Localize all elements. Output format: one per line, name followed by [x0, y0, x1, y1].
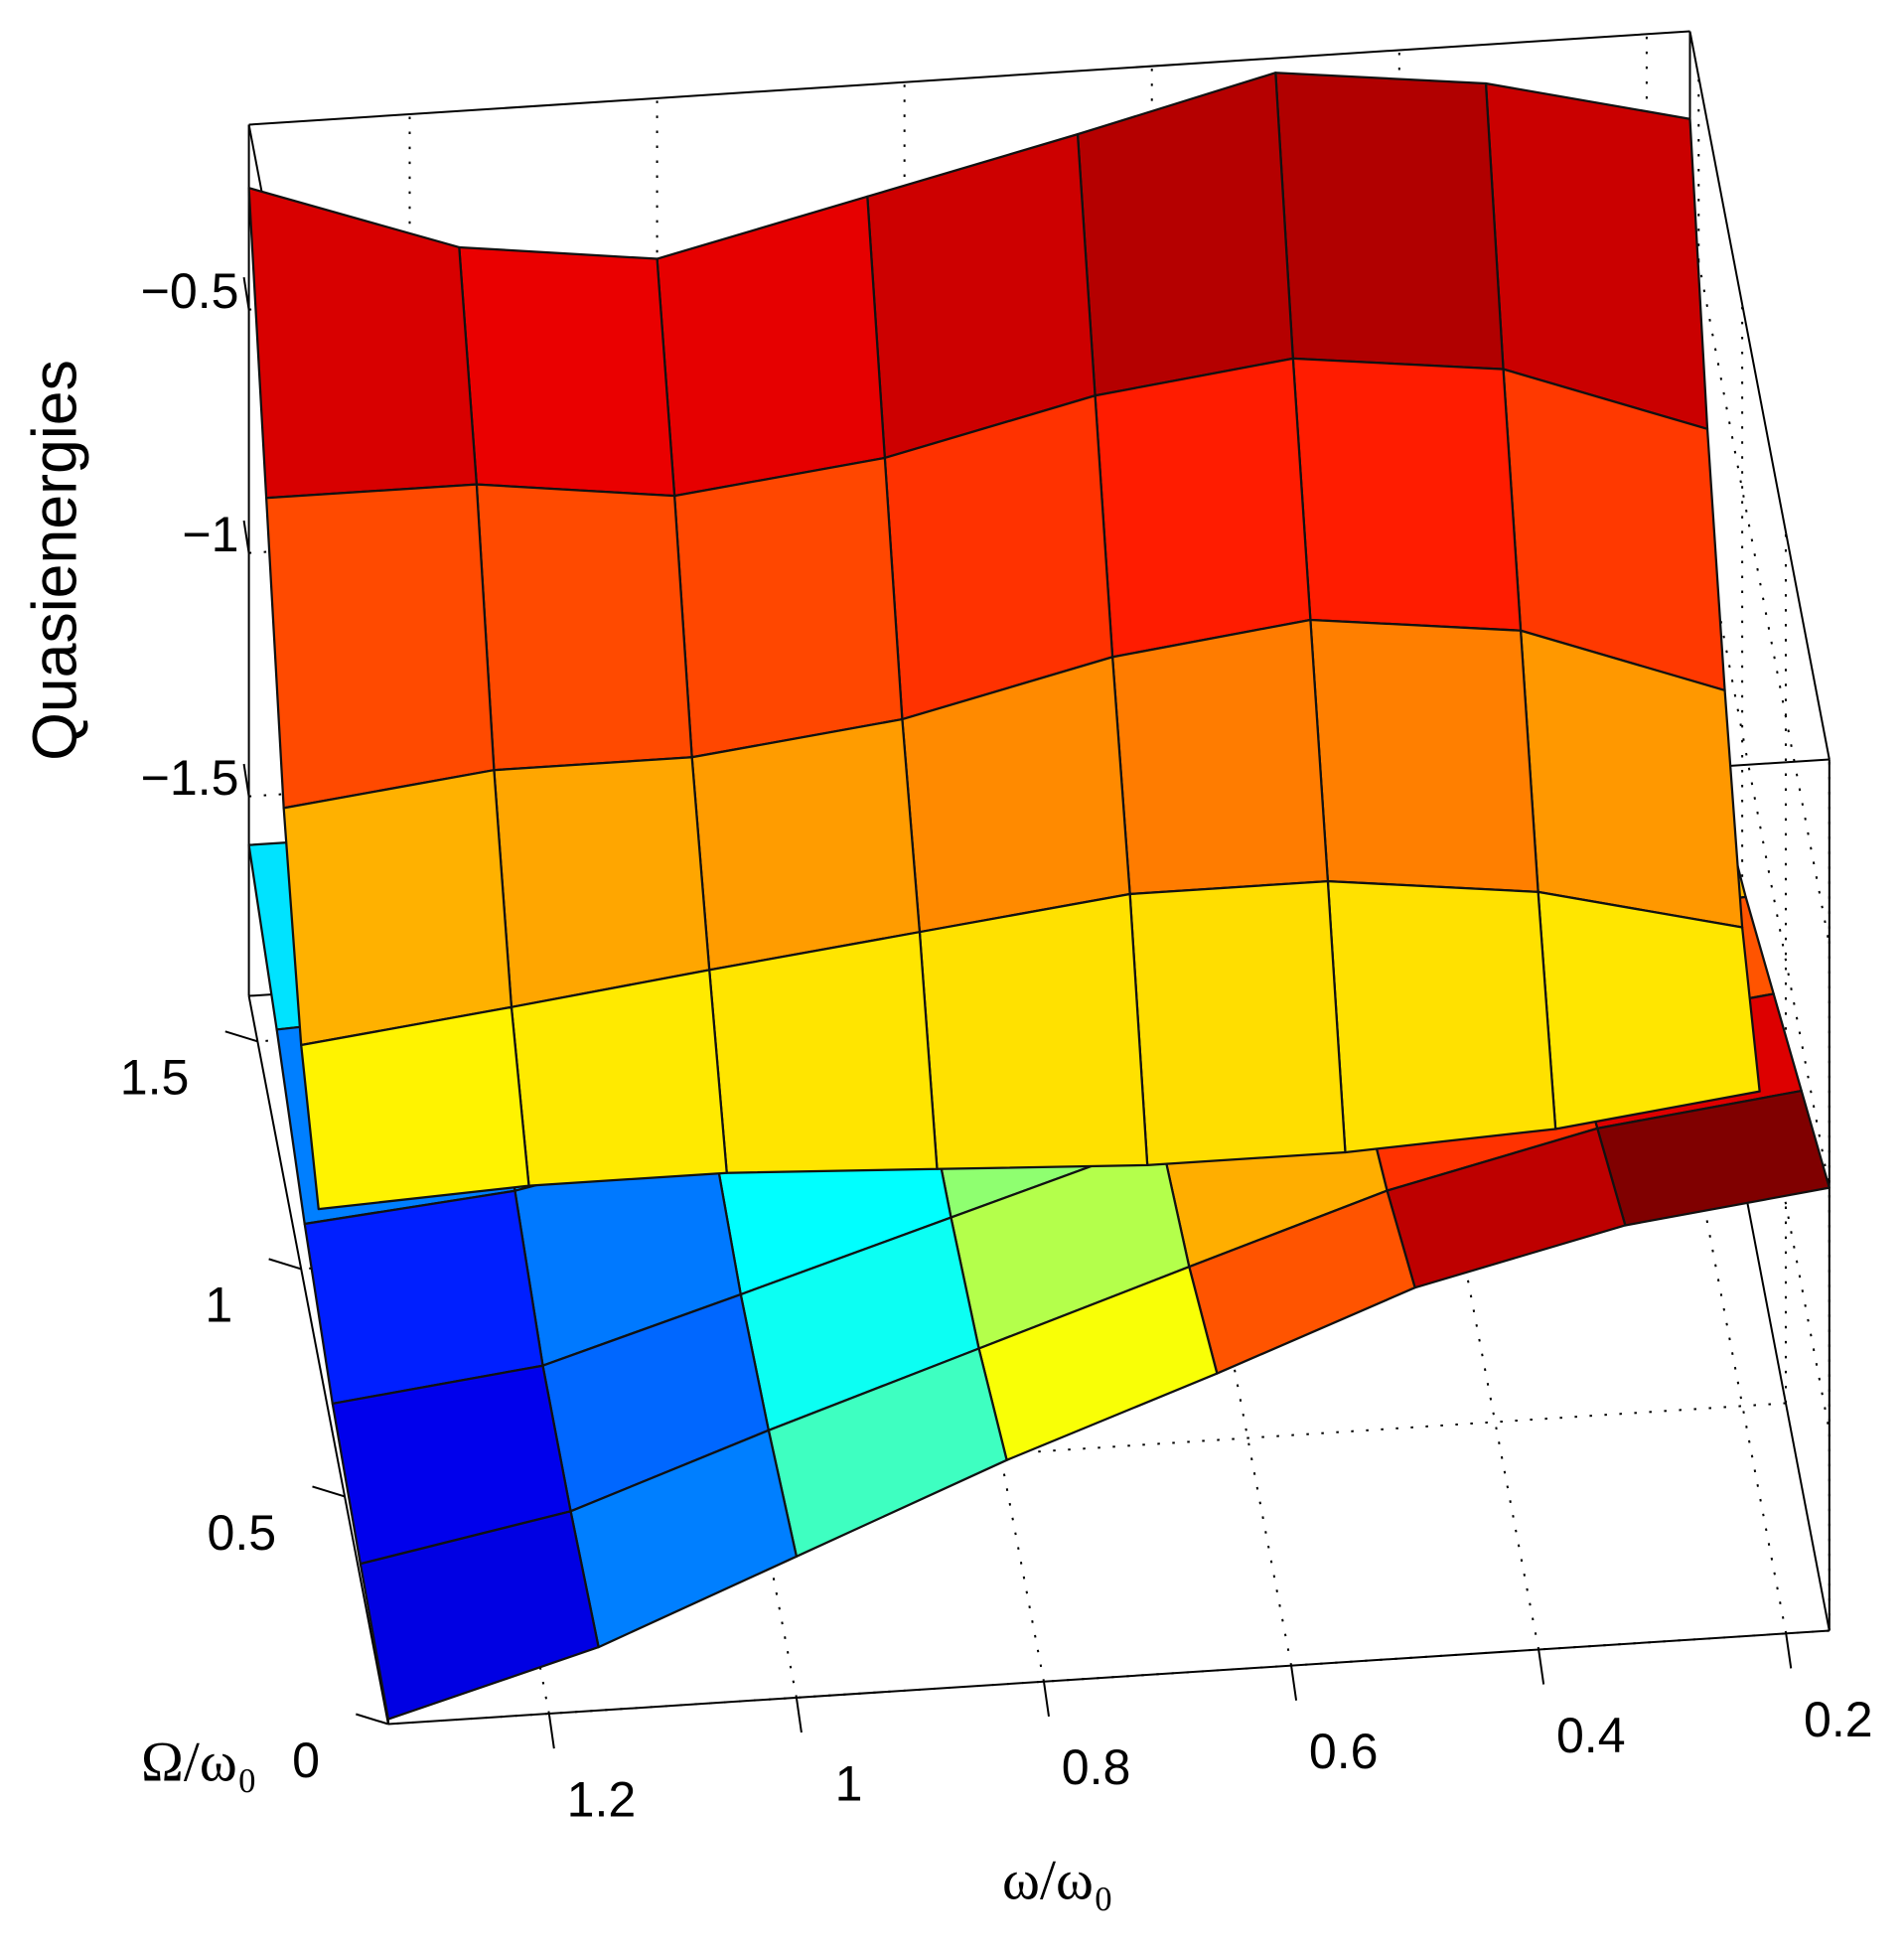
x-tick — [795, 1697, 803, 1733]
y-tick — [224, 1030, 258, 1043]
x-tick — [547, 1713, 555, 1749]
surface-patch — [690, 717, 922, 972]
z-tick-label: −1 — [182, 507, 238, 562]
surface-patch — [282, 769, 513, 1047]
z-tick — [242, 520, 250, 553]
x-tick — [1785, 1633, 1793, 1669]
surface-patch — [1110, 618, 1330, 896]
z-tick-label: −0.5 — [141, 263, 239, 319]
axis-box-edge — [247, 995, 389, 1725]
surface-patch — [672, 456, 904, 759]
surface-patch — [1076, 72, 1294, 397]
surface-patch — [656, 195, 886, 498]
x-tick-label: 0.6 — [1309, 1724, 1379, 1779]
axis-box-edge — [1688, 31, 1831, 760]
surface-patch — [359, 1510, 600, 1721]
y-tick-label: 1 — [205, 1278, 232, 1333]
x-tick-label: 0.8 — [1062, 1739, 1131, 1795]
surface-patch — [475, 483, 693, 772]
x-tick — [1290, 1665, 1298, 1701]
surface-patch — [708, 931, 939, 1174]
y-tick-label: 1.5 — [120, 1050, 190, 1106]
surface-patch — [1274, 72, 1505, 371]
y-tick — [268, 1258, 302, 1271]
surface-patch — [1094, 357, 1312, 659]
surface-patch — [1291, 357, 1523, 632]
axis-box-edge — [248, 30, 1690, 126]
x-tick-label: 1 — [835, 1755, 863, 1811]
y-tick — [312, 1485, 346, 1498]
surface-patch — [510, 969, 728, 1187]
y-tick-label: 0.5 — [207, 1505, 276, 1561]
x-tick-label: 0.4 — [1556, 1708, 1626, 1763]
surface-patch — [918, 892, 1149, 1170]
y-tick-label: 0 — [292, 1732, 320, 1788]
y-tick — [356, 1713, 389, 1726]
surface-patch — [1309, 618, 1539, 893]
x-axis-label: ω/ω₀ — [1002, 1850, 1113, 1912]
z-axis-label: Quasienergies — [21, 360, 90, 761]
x-tick-label: 1.2 — [567, 1771, 637, 1827]
surface-patch — [1326, 879, 1557, 1154]
x-tick — [1042, 1681, 1050, 1717]
surface-patch — [247, 187, 478, 500]
surface-patch — [300, 1005, 530, 1211]
z-tick — [242, 276, 250, 310]
surface-patch — [458, 245, 676, 498]
axis-box-edge — [387, 1629, 1830, 1726]
surface-patch — [1128, 879, 1347, 1167]
z-tick-label: −1.5 — [141, 750, 239, 806]
y-axis-label: Ω/ω₀ — [141, 1731, 257, 1794]
surface-patch — [265, 483, 496, 810]
x-tick — [1538, 1649, 1545, 1685]
surface-patch — [1537, 890, 1761, 1130]
z-tick — [242, 763, 250, 797]
surface-patch — [493, 756, 711, 1008]
x-tick-label: 0.2 — [1804, 1692, 1873, 1747]
grid-line — [344, 1402, 1787, 1498]
